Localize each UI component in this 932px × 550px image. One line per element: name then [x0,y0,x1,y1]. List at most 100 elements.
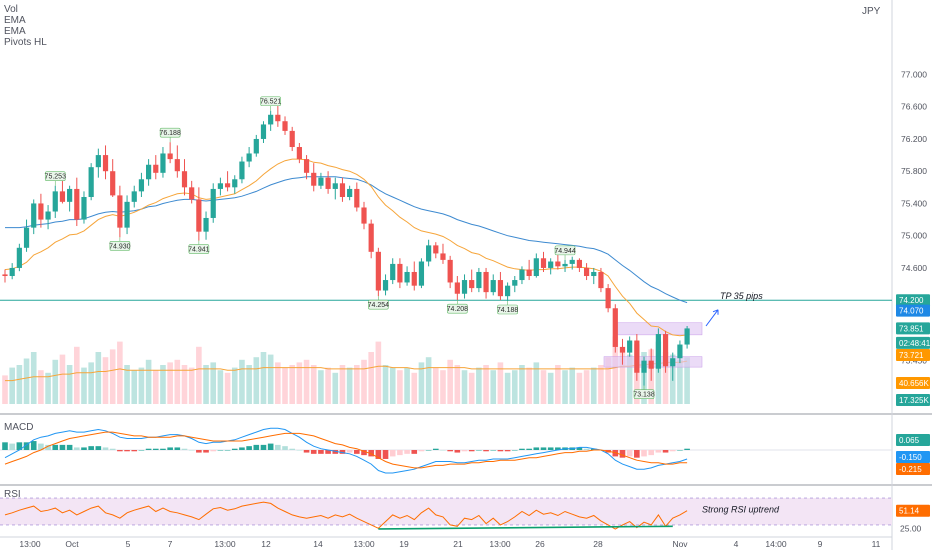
macd-histogram-bar [504,450,511,452]
candle-body [81,197,87,220]
candle-body [612,308,618,347]
macd-histogram-bar [433,448,439,450]
pivot-value: 75.253 [45,174,67,181]
rsi-annotation: Strong RSI uptrend [702,505,780,515]
macd-signal-tag: -0.215 [899,465,922,474]
price-tag: 73.721 [899,351,924,360]
macd-histogram-bar [511,450,518,451]
macd-histogram-bar [389,450,396,457]
macd-histogram-bar [641,450,647,457]
candle-body [311,172,317,186]
volume-bar [555,365,561,404]
candle-body [533,258,539,277]
volume-bar [16,365,23,404]
volume-bar [145,359,152,404]
candle-body [124,201,130,228]
candle-body [641,360,647,373]
volume-bar [476,367,482,404]
pivot-high-label: 75.253 [45,171,67,186]
macd-histogram-bar [612,450,619,457]
pivot-high-label: 76.188 [159,127,181,143]
legend-vol[interactable]: Vol [4,4,18,15]
volume-bar [210,362,217,404]
macd-histogram-bar [117,450,123,452]
legend-pivots[interactable]: Pivots HL [4,37,47,48]
price-tag: 73.851 [899,324,924,333]
pivot-value: 73.138 [633,392,655,399]
legend-ema-2[interactable]: EMA [4,26,26,37]
candle-body [303,159,310,173]
macd-histogram-bar [447,450,453,452]
time-tick-label: 7 [168,539,173,549]
price-tag-bg [896,349,930,362]
macd-histogram-bar [88,446,94,450]
pivot-value: 74.254 [368,302,390,309]
candle-body [203,217,209,232]
volume-bar [605,357,611,404]
macd-histogram-bar [2,442,8,450]
volume-bar [267,354,274,404]
candle-body [433,245,439,254]
time-tick-label: 14:00 [765,539,787,549]
volume-bar [519,365,525,404]
tp-annotation[interactable]: TP 35 pips [705,291,763,327]
candle-body [23,227,30,248]
candle-body [368,223,374,252]
candle-body [526,269,532,277]
candle-body [52,191,58,212]
tp-arrow-line [705,309,719,327]
legend-ema-1[interactable]: EMA [4,15,26,26]
macd-histogram-bar [253,444,260,450]
time-tick-label: 4 [734,539,739,549]
volume-bar [447,359,453,404]
candle-body [153,164,159,173]
volume-bar [160,365,166,404]
macd-histogram-bar [30,441,37,450]
macd-pane-label[interactable]: MACD [4,422,33,433]
pivot-value: 74.188 [497,307,519,314]
volume-bar [275,362,281,404]
volume-bar [124,365,130,404]
volume-bar [95,352,102,404]
macd-histogram-bar [411,450,418,454]
macd-histogram-bar [109,448,116,450]
pivot-value: 74.944 [554,248,576,255]
volume-bar [325,367,331,404]
candle-body [497,280,504,297]
candle-body [576,259,582,268]
time-tick-label: 5 [126,539,131,549]
volume-bar [30,352,37,404]
macd-histogram-bar [332,450,339,454]
volume-bar [181,365,188,404]
candle-body [253,138,259,154]
price-tag: 74.070 [899,307,924,316]
candle-body [469,280,475,289]
candle-body [375,251,381,291]
macd-histogram-bar [217,450,224,451]
macd-signal-tag-bg [896,463,930,475]
pivot-value: 74.941 [188,247,210,254]
candle-body [662,334,669,367]
macd-histogram-bar [52,444,59,450]
macd-histogram-bar [626,450,633,457]
candle-body [9,267,15,277]
volume-bar [619,346,626,404]
macd-histogram-bar [547,447,554,450]
macd-hist-tag: 0.065 [899,436,920,445]
rsi-pane-label[interactable]: RSI [4,489,21,500]
time-tick-label: 28 [593,539,603,549]
candle-body [232,179,238,188]
volume-bar [411,372,418,404]
macd-signal-line [4,431,688,469]
macd-histogram-bar [74,447,80,450]
volume-bar [9,367,15,404]
macd-histogram-bar [59,444,66,450]
macd-histogram-bar [267,443,274,450]
volume-bar [59,354,66,404]
volume-bar [397,370,403,404]
volume-bar [511,370,518,404]
candle-body [562,263,568,267]
candle-body [332,183,338,189]
candle-body [181,171,188,188]
